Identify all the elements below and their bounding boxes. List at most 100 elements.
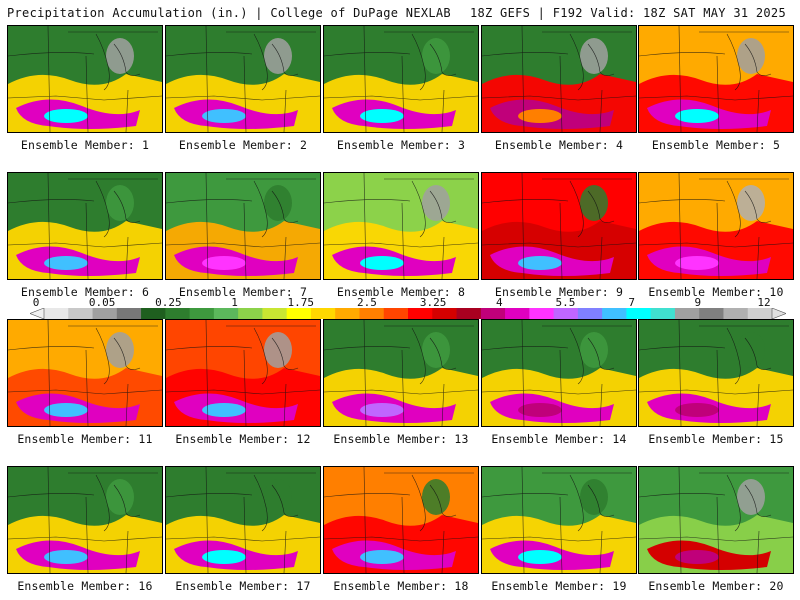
colorbar-tick-label: 1: [231, 296, 238, 309]
colorbar-tick-label: 0.05: [88, 296, 116, 309]
colorbar-swatch: [310, 308, 336, 319]
colorbar-swatch: [238, 308, 263, 319]
ensemble-panel: Ensemble Member: 19: [481, 466, 637, 593]
colorbar-swatch: [602, 308, 627, 319]
precip-map: [323, 172, 479, 280]
ensemble-panel: Ensemble Member: 14: [481, 319, 637, 446]
ensemble-panel: Ensemble Member: 9: [481, 172, 637, 299]
colorbar-swatch: [723, 308, 749, 319]
ensemble-panel: Ensemble Member: 11: [7, 319, 163, 446]
colorbar-swatch: [189, 308, 215, 319]
precip-map: [481, 319, 637, 427]
panel-label: Ensemble Member: 17: [175, 579, 311, 593]
panel-label: Ensemble Member: 5: [651, 138, 781, 152]
precip-map: [165, 172, 321, 280]
colorbar-tick-label: 0.25: [155, 296, 182, 309]
precip-map: [323, 25, 479, 133]
panel-label: Ensemble Member: 9: [494, 285, 624, 299]
panel-label: Ensemble Member: 4: [494, 138, 624, 152]
ensemble-panel: Ensemble Member: 17: [165, 466, 321, 593]
colorbar-swatch: [577, 308, 603, 319]
precip-map: [7, 319, 163, 427]
ensemble-panel: Ensemble Member: 15: [638, 319, 794, 446]
colorbar-swatch: [213, 308, 239, 319]
panel-label: Ensemble Member: 13: [333, 432, 469, 446]
panel-label: Ensemble Member: 20: [648, 579, 784, 593]
precip-map: [481, 25, 637, 133]
panel-label: Ensemble Member: 16: [17, 579, 153, 593]
panel-label: Ensemble Member: 12: [175, 432, 311, 446]
ensemble-panel: Ensemble Member: 7: [165, 172, 321, 299]
ensemble-panel: Ensemble Member: 1: [7, 25, 163, 152]
colorbar-swatch: [432, 308, 458, 319]
title-left: Precipitation Accumulation (in.) | Colle…: [7, 6, 451, 20]
colorbar-high-arrow: [771, 308, 786, 319]
precip-map: [481, 466, 637, 574]
colorbar-swatch: [359, 308, 385, 319]
colorbar-tick-label: 3.25: [419, 296, 447, 309]
colorbar-swatch: [674, 308, 700, 319]
colorbar-swatch: [116, 308, 142, 319]
colorbar-tick-label: 5.5: [555, 296, 576, 309]
precip-map: [638, 25, 794, 133]
panel-label: Ensemble Member: 3: [336, 138, 466, 152]
colorbar-swatch: [335, 308, 360, 319]
colorbar-swatch: [165, 308, 191, 319]
precip-map: [638, 466, 794, 574]
colorbar-swatch: [529, 308, 555, 319]
colorbar-swatch: [141, 308, 166, 319]
panel-label: Ensemble Member: 15: [648, 432, 784, 446]
colorbar: [30, 308, 786, 319]
colorbar-swatch: [480, 308, 506, 319]
panel-label: Ensemble Member: 2: [178, 138, 308, 152]
precip-map: [165, 319, 321, 427]
precip-map: [165, 25, 321, 133]
precip-map: [7, 25, 163, 133]
colorbar-tick-label: 1.75: [287, 296, 314, 309]
ensemble-panel: Ensemble Member: 4: [481, 25, 637, 152]
colorbar-swatch: [383, 308, 409, 319]
panel-label: Ensemble Member: 14: [491, 432, 627, 446]
panel-label: Ensemble Member: 10: [648, 285, 784, 299]
colorbar-tick-label: 2.5: [356, 296, 377, 309]
colorbar-tick-label: 12: [757, 296, 771, 309]
colorbar-tick-label: 7: [628, 296, 635, 309]
ensemble-panel: Ensemble Member: 18: [323, 466, 479, 593]
colorbar-tick-label: 0: [32, 296, 40, 309]
precip-map: [481, 172, 637, 280]
panel-label: Ensemble Member: 7: [178, 285, 308, 299]
title-right: 18Z GEFS | F192 Valid: 18Z SAT MAY 31 20…: [469, 6, 786, 20]
colorbar-swatch: [262, 308, 288, 319]
precip-map: [165, 466, 321, 574]
panel-label: Ensemble Member: 1: [20, 138, 150, 152]
ensemble-panel: Ensemble Member: 5: [638, 25, 794, 152]
colorbar-swatch: [44, 308, 69, 319]
colorbar-swatch: [650, 308, 676, 319]
colorbar-swatch: [92, 308, 118, 319]
colorbar-swatch: [286, 308, 312, 319]
ensemble-panel: Ensemble Member: 8: [323, 172, 479, 299]
colorbar-tick-label: 9: [694, 296, 702, 309]
precip-map: [7, 172, 163, 280]
ensemble-panel: Ensemble Member: 20: [638, 466, 794, 593]
precip-map: [638, 172, 794, 280]
panel-label: Ensemble Member: 6: [20, 285, 150, 299]
panel-label: Ensemble Member: 19: [491, 579, 627, 593]
colorbar-labels: 0 0.05 0.25 1 1.75 2.5 3.25 4 5.5 7 9 12: [0, 296, 800, 309]
ensemble-panel: Ensemble Member: 3: [323, 25, 479, 152]
ensemble-panel: Ensemble Member: 16: [7, 466, 163, 593]
panel-label: Ensemble Member: 11: [17, 432, 153, 446]
ensemble-panel: Ensemble Member: 13: [323, 319, 479, 446]
ensemble-panel: Ensemble Member: 6: [7, 172, 163, 299]
colorbar-swatch: [747, 308, 773, 319]
colorbar-swatch: [456, 308, 482, 319]
ensemble-panel: Ensemble Member: 10: [638, 172, 794, 299]
precip-map: [323, 466, 479, 574]
colorbar-swatch: [505, 308, 530, 319]
precip-map: [638, 319, 794, 427]
colorbar-swatch: [408, 308, 433, 319]
colorbar-low-arrow: [30, 308, 45, 319]
ensemble-panel: Ensemble Member: 2: [165, 25, 321, 152]
precip-map: [323, 319, 479, 427]
colorbar-tick-label: 4: [495, 296, 503, 309]
